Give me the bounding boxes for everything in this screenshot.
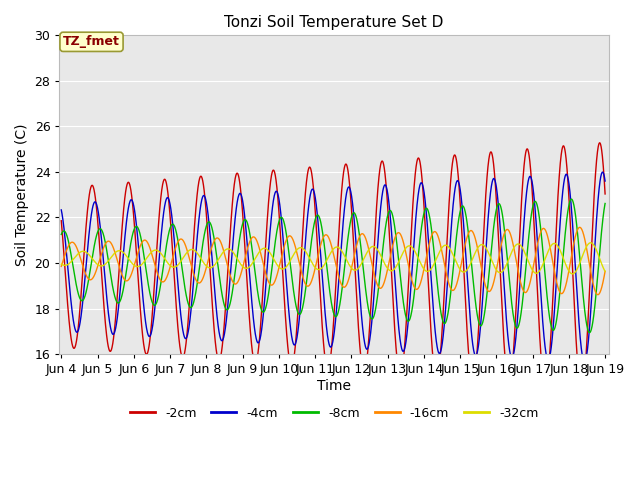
-16cm [266, 281, 274, 287]
-16cm [576, 225, 584, 230]
-32cm [587, 240, 595, 246]
-8cm [586, 330, 593, 336]
Title: Tonzi Soil Temperature Set D: Tonzi Soil Temperature Set D [225, 15, 444, 30]
-2cm [58, 218, 65, 224]
-4cm [152, 298, 159, 303]
-2cm [596, 140, 604, 146]
-16cm [152, 264, 159, 270]
-4cm [580, 359, 588, 365]
Line: -16cm: -16cm [61, 228, 605, 295]
-32cm [601, 268, 609, 274]
-4cm [591, 247, 598, 252]
Line: -4cm: -4cm [61, 172, 605, 362]
-2cm [578, 388, 586, 394]
-8cm [152, 302, 159, 308]
Text: TZ_fmet: TZ_fmet [63, 36, 120, 48]
-4cm [598, 169, 606, 175]
-2cm [532, 257, 540, 263]
-32cm [152, 247, 159, 253]
-16cm [289, 238, 297, 243]
-4cm [532, 216, 540, 221]
-2cm [152, 264, 159, 270]
-4cm [58, 207, 65, 213]
-8cm [601, 201, 609, 206]
-2cm [120, 210, 127, 216]
-8cm [289, 287, 297, 292]
-32cm [266, 250, 274, 255]
-2cm [591, 185, 598, 191]
-32cm [591, 244, 598, 250]
-4cm [601, 178, 609, 184]
Y-axis label: Soil Temperature (C): Soil Temperature (C) [15, 123, 29, 266]
-8cm [58, 231, 65, 237]
-32cm [289, 252, 297, 258]
-8cm [532, 199, 540, 204]
-2cm [266, 185, 274, 191]
-16cm [601, 268, 609, 274]
Line: -2cm: -2cm [61, 143, 605, 391]
X-axis label: Time: Time [317, 379, 351, 393]
-32cm [532, 270, 540, 276]
-32cm [568, 271, 576, 277]
-2cm [289, 359, 297, 364]
-4cm [120, 252, 127, 258]
Line: -32cm: -32cm [61, 243, 605, 274]
-8cm [120, 287, 127, 292]
-32cm [58, 261, 65, 267]
-16cm [594, 292, 602, 298]
-4cm [266, 231, 274, 237]
Line: -8cm: -8cm [61, 199, 605, 333]
-16cm [120, 275, 127, 281]
Legend: -2cm, -4cm, -8cm, -16cm, -32cm: -2cm, -4cm, -8cm, -16cm, -32cm [125, 402, 543, 425]
-8cm [591, 304, 598, 310]
-32cm [120, 250, 127, 255]
-16cm [58, 264, 65, 269]
-16cm [532, 250, 540, 256]
-16cm [591, 287, 598, 292]
-8cm [266, 282, 274, 288]
-4cm [289, 341, 297, 347]
-8cm [568, 196, 575, 202]
-2cm [601, 191, 609, 197]
